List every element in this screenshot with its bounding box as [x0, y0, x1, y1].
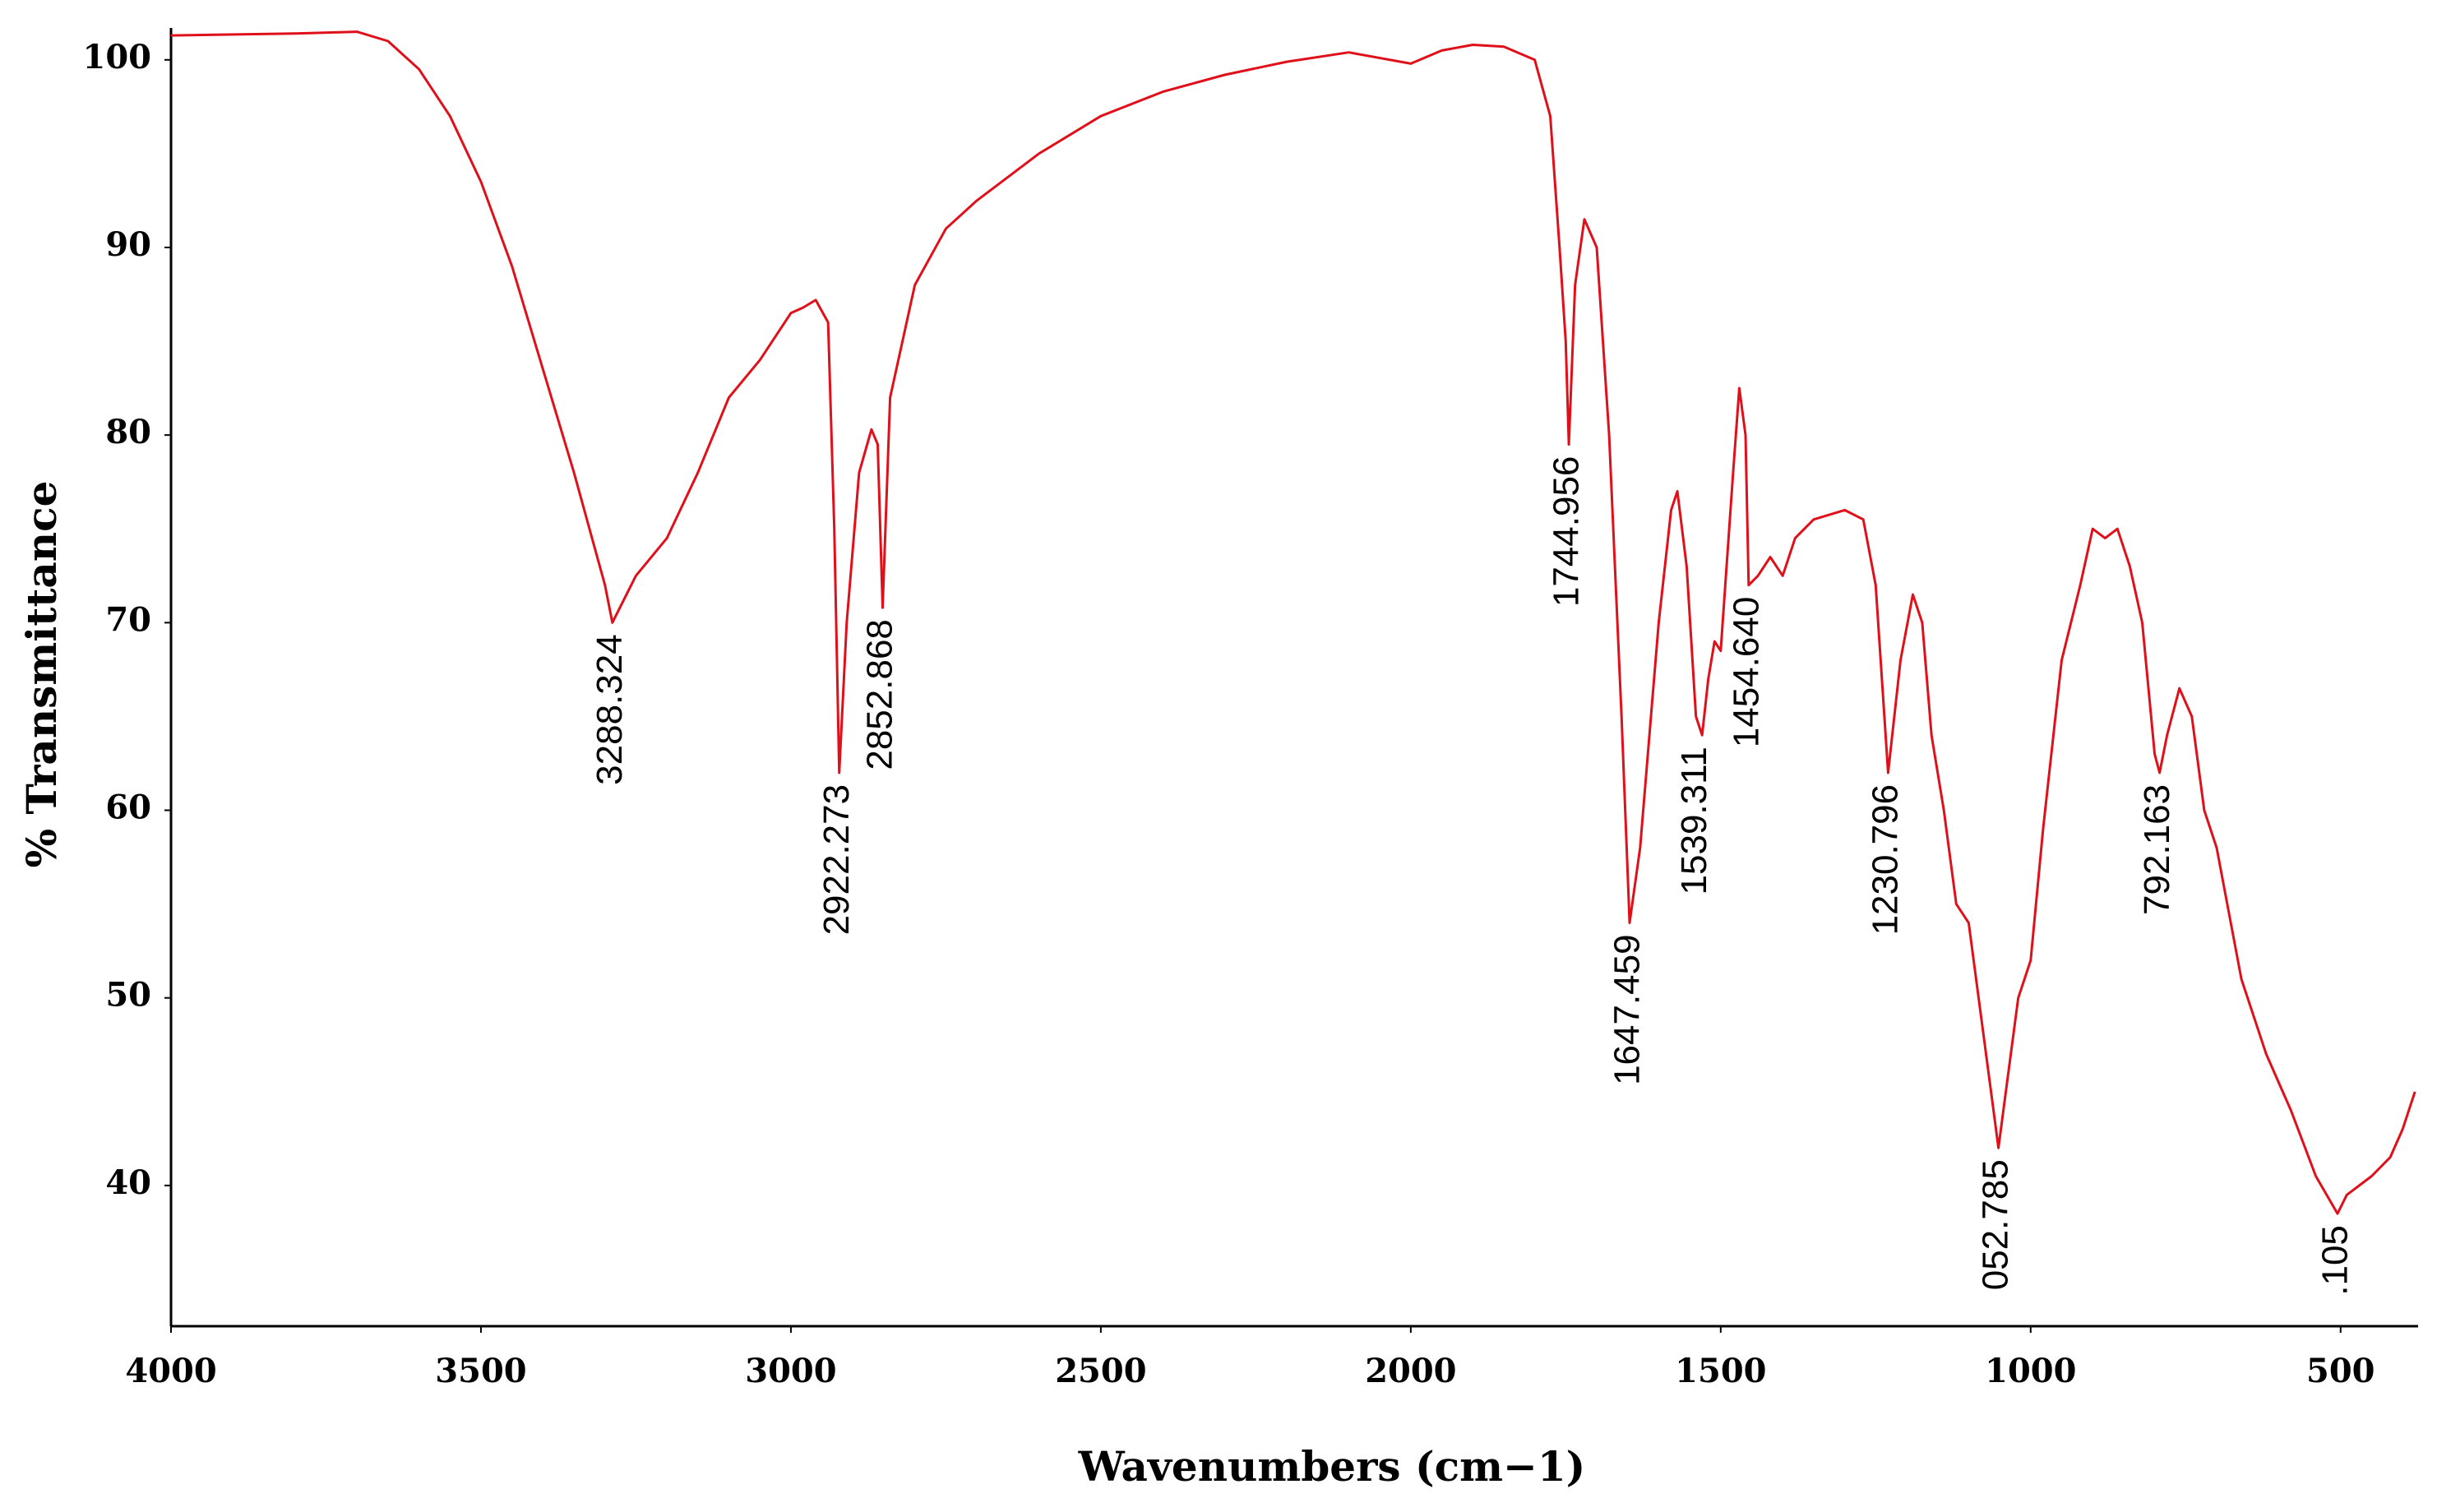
y-tick-label: 50	[105, 976, 151, 1015]
x-tick-label: 500	[2306, 1352, 2375, 1390]
x-tick-label: 1500	[1675, 1352, 1766, 1390]
peak-label: .105	[2315, 1225, 2356, 1296]
peak-label: 2852.868	[860, 619, 900, 770]
y-tick-label: 90	[105, 225, 151, 264]
peak-label: 3288.324	[590, 634, 630, 785]
x-tick-label: 2000	[1365, 1352, 1456, 1390]
y-tick-label: 60	[105, 788, 151, 827]
x-tick-label: 3500	[435, 1352, 526, 1390]
x-axis-label: Wavenumbers (cm−1)	[1078, 1442, 1586, 1491]
y-axis-label: % Transmittance	[17, 481, 66, 868]
peak-label: 1539.311	[1674, 747, 1714, 895]
spectrum-line	[170, 30, 2416, 1215]
peak-label: 1647.459	[1607, 934, 1647, 1085]
peak-label: 2922.273	[816, 784, 857, 936]
peak-label: 1454.640	[1727, 597, 1767, 748]
x-tick-label: 1000	[1985, 1352, 2076, 1390]
peak-label: 792.163	[2137, 784, 2177, 915]
y-tick-label: 80	[105, 413, 151, 451]
peak-label: 1744.956	[1547, 456, 1587, 608]
x-tick-label: 3000	[745, 1352, 836, 1390]
x-tick-label: 2500	[1055, 1352, 1146, 1390]
peak-label: 052.785	[1976, 1159, 2016, 1290]
y-tick-label: 70	[105, 600, 151, 639]
peak-label: 1230.796	[1865, 784, 1905, 936]
y-tick-label: 40	[105, 1163, 151, 1202]
y-tick-label: 100	[83, 38, 152, 76]
x-tick-label: 4000	[125, 1352, 216, 1390]
